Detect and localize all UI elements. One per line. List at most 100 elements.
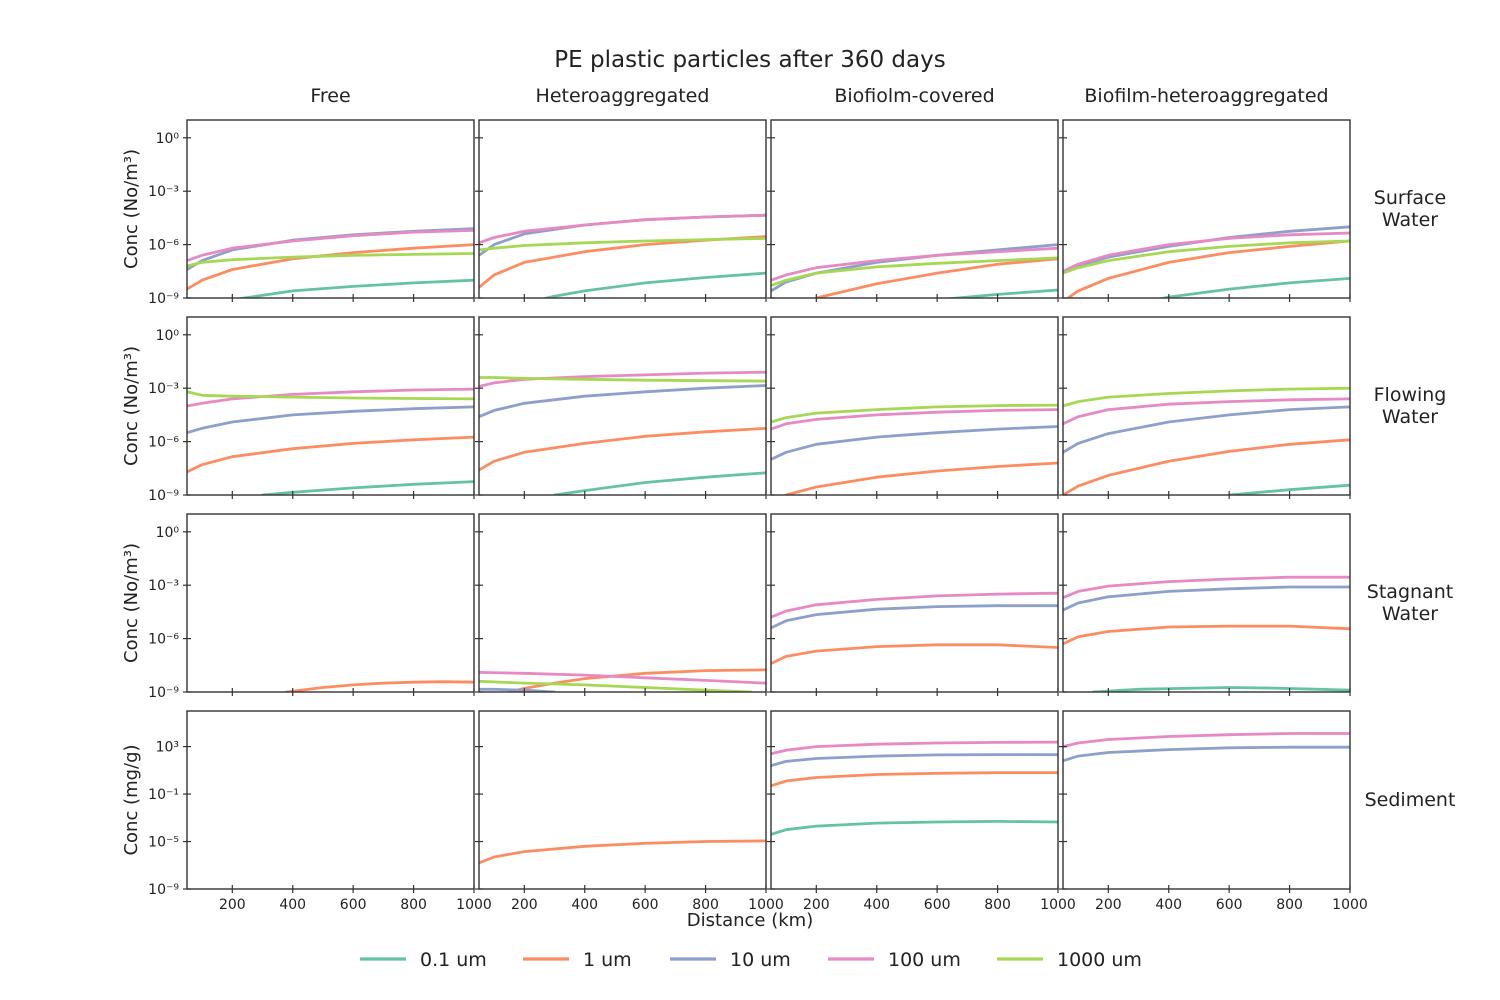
panel-frame-r3-c3: [770, 513, 1059, 693]
panel-r2-c2: [475, 316, 767, 499]
panel-frame-r4-c1: [186, 710, 475, 890]
panel-r3-c2: [475, 513, 767, 696]
series-line-1-um-r1-c2: [479, 235, 766, 289]
series-line-100-um-r1-c3: [771, 246, 1058, 282]
x-tick-label-c1: 600: [340, 897, 367, 913]
y-tick-label-r2: 10⁻⁹: [148, 488, 179, 504]
series-line-10-um-r2-c2: [479, 384, 766, 419]
series-line-1-um-r2-c4: [1063, 438, 1350, 495]
y-tick-label-r3: 10⁻⁹: [148, 685, 179, 701]
y-tick-label-r3: 10⁰: [156, 525, 180, 541]
panel-r2-c3: [767, 316, 1059, 499]
panel-frame-r1-c1: [186, 119, 475, 299]
series-line-0-1-um-r1-c3: [941, 288, 1058, 298]
panel-r1-c1: 10⁰ 10⁻³ 10⁻⁶ 10⁻⁹: [148, 119, 475, 307]
panel-r3-c4: [1059, 513, 1351, 696]
y-axis-label-row-2: Conc (No/m³): [121, 346, 142, 466]
series-line-1-um-r2-c1: [187, 435, 474, 474]
series-line-1-um-r1-c3: [813, 257, 1058, 298]
series-line-100-um-r1-c2: [479, 213, 766, 245]
y-tick-label-r1: 10⁻⁹: [148, 291, 179, 307]
y-tick-label-r4: 10⁻¹: [148, 787, 179, 803]
panel-frame-r1-c4: [1062, 119, 1351, 299]
series-line-10-um-r3-c2: [479, 687, 556, 692]
legend-label-0-1-um: 0.1 um: [420, 949, 487, 971]
legend-label-1000-um: 1000 um: [1057, 949, 1142, 971]
series-line-100-um-r3-c3: [771, 591, 1058, 619]
x-tick-label-c2: 800: [692, 897, 719, 913]
series-line-0-1-um-r3-c4: [1091, 686, 1350, 692]
x-tick-label-c4: 200: [1095, 897, 1122, 913]
panel-r4-c2: 200 400 600 800 1000: [475, 710, 784, 913]
x-tick-label-c4: 1000: [1332, 897, 1368, 913]
series-line-10-um-r1-c3: [771, 243, 1058, 293]
panel-frame-r3-c1: [186, 513, 475, 693]
panel-frame-r3-c4: [1062, 513, 1351, 693]
series-line-10-um-r3-c4: [1063, 585, 1350, 612]
y-tick-label-r4: 10³: [156, 740, 179, 756]
x-tick-label-c1: 1000: [456, 897, 492, 913]
series-line-0-1-um-r1-c2: [540, 271, 766, 298]
row-title-flowing-water: Flowing Water: [1374, 384, 1447, 428]
x-tick-label-c2: 1000: [748, 897, 784, 913]
legend-label-100-um: 100 um: [888, 949, 961, 971]
panel-r2-c1: 10⁰ 10⁻³ 10⁻⁶ 10⁻⁹: [148, 316, 475, 504]
y-tick-label-r3: 10⁻³: [148, 578, 179, 594]
series-line-1000-um-r1-c4: [1063, 239, 1350, 275]
x-tick-label-c2: 200: [511, 897, 538, 913]
column-title-free: Free: [310, 85, 350, 107]
panel-r1-c4: [1059, 119, 1351, 302]
panel-frame-r4-c2: [478, 710, 767, 890]
series-line-1000-um-r2-c1: [187, 390, 474, 401]
series-line-10-um-r3-c3: [771, 604, 1058, 630]
panel-frame-r2-c3: [770, 316, 1059, 496]
series-line-100-um-r3-c2: [479, 671, 766, 685]
series-line-100-um-r4-c4: [1063, 732, 1350, 748]
panel-r2-c4: [1059, 316, 1351, 499]
x-tick-label-c2: 600: [632, 897, 659, 913]
series-line-100-um-r3-c4: [1063, 575, 1350, 600]
y-axis-label-row-1: Conc (No/m³): [121, 149, 142, 269]
series-line-0-1-um-r4-c3: [771, 820, 1058, 836]
panel-r4-c4: 200 400 600 800 1000: [1059, 710, 1368, 913]
series-line-1000-um-r1-c3: [771, 256, 1058, 287]
column-title-biofiolm-covered: Biofiolm-covered: [834, 85, 994, 107]
panel-frame-r1-c3: [770, 119, 1059, 299]
x-tick-label-c3: 1000: [1040, 897, 1076, 913]
y-tick-label-r2: 10⁻⁶: [148, 435, 179, 451]
series-line-100-um-r4-c3: [771, 740, 1058, 756]
series-line-10-um-r2-c3: [771, 425, 1058, 461]
y-tick-label-r2: 10⁰: [156, 328, 180, 344]
series-line-1000-um-r2-c3: [771, 403, 1058, 424]
column-title-heteroaggregated: Heteroaggregated: [536, 85, 710, 107]
series-line-100-um-r1-c4: [1063, 231, 1350, 273]
series-line-100-um-r2-c2: [479, 370, 766, 388]
column-title-biofilm-heteroaggregated: Biofilm-heteroaggregated: [1084, 85, 1328, 107]
row-title-surface-water: Surface Water: [1374, 187, 1446, 231]
series-line-100-um-r2-c4: [1063, 397, 1350, 426]
series-line-0-1-um-r2-c4: [1227, 483, 1350, 495]
series-line-10-um-r2-c1: [187, 405, 474, 435]
x-tick-label-c3: 400: [863, 897, 890, 913]
series-line-100-um-r2-c3: [771, 408, 1058, 431]
panel-frame-r1-c2: [478, 119, 767, 299]
y-axis-label-row-3: Conc (No/m³): [121, 543, 142, 663]
x-tick-label-c1: 200: [219, 897, 246, 913]
series-line-1-um-r4-c2: [479, 839, 766, 865]
series-line-10-um-r1-c4: [1063, 225, 1350, 275]
panel-r4-c1: 10³ 10⁻¹ 10⁻⁵ 10⁻⁹ 200 400 600 800 1000: [148, 710, 492, 913]
x-tick-label-c4: 800: [1276, 897, 1303, 913]
series-line-1-um-r4-c3: [771, 771, 1058, 788]
panel-frame-r4-c4: [1062, 710, 1351, 890]
x-tick-label-c4: 400: [1155, 897, 1182, 913]
y-tick-label-r1: 10⁰: [156, 131, 180, 147]
panel-frame-r4-c3: [770, 710, 1059, 890]
x-tick-label-c2: 400: [571, 897, 598, 913]
series-line-100-um-r1-c1: [187, 229, 474, 262]
series-line-10-um-r4-c3: [771, 753, 1058, 767]
series-line-10-um-r2-c4: [1063, 405, 1350, 454]
y-tick-label-r1: 10⁻⁶: [148, 238, 179, 254]
series-line-1000-um-r3-c2: [479, 679, 753, 692]
series-line-100-um-r2-c1: [187, 387, 474, 408]
series-line-1000-um-r1-c1: [187, 252, 474, 268]
